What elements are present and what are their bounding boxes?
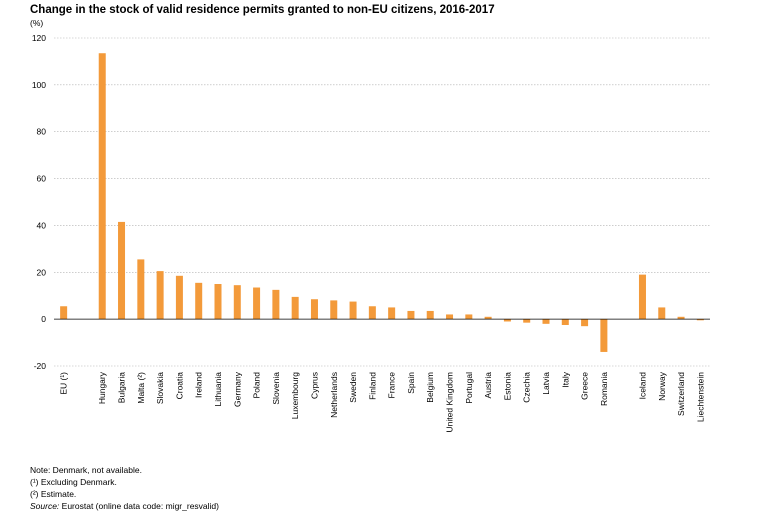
- y-tick-label: 0: [41, 314, 46, 324]
- bar: [272, 289, 280, 320]
- x-tick-label: Estonia: [502, 372, 512, 401]
- x-tick-label: Luxembourg: [290, 372, 300, 420]
- y-tick-label: 100: [32, 80, 46, 90]
- bar: [118, 221, 126, 320]
- x-tick-label: Finland: [367, 372, 377, 400]
- x-tick-label: Liechtenstein: [695, 372, 705, 422]
- x-tick-label: Greece: [580, 372, 590, 400]
- bar: [600, 319, 608, 352]
- bar: [253, 287, 261, 320]
- x-tick-label: Cyprus: [309, 372, 319, 399]
- x-tick-label: France: [387, 372, 397, 399]
- source-text: Eurostat (online data code: migr_resvali…: [59, 501, 219, 511]
- bar: [407, 310, 415, 320]
- x-tick-label: EU (¹): [59, 372, 69, 395]
- x-tick-label: Hungary: [97, 371, 107, 404]
- bars: [60, 53, 704, 352]
- x-tick-label: Latvia: [541, 372, 551, 395]
- x-tick-label: Malta (²): [136, 372, 146, 404]
- bar: [484, 316, 492, 320]
- bar: [638, 274, 646, 320]
- x-tick-label: Netherlands: [329, 372, 339, 418]
- bar: [465, 314, 473, 320]
- x-tick-label: Bulgaria: [117, 372, 127, 403]
- source-line: Source: Eurostat (online data code: migr…: [30, 500, 219, 512]
- x-tick-label: Portugal: [464, 372, 474, 404]
- note-line: (¹) Excluding Denmark.: [30, 477, 117, 487]
- bar: [696, 319, 704, 321]
- x-tick-label: Italy: [560, 371, 570, 387]
- x-tick-label: Slovenia: [271, 372, 281, 405]
- bar: [60, 306, 68, 320]
- bar: [388, 307, 396, 320]
- bar: [137, 259, 145, 320]
- notes: Note: Denmark, not available. (¹) Exclud…: [30, 464, 219, 512]
- bar: [677, 316, 685, 320]
- bar: [310, 299, 318, 320]
- bar: [581, 319, 589, 327]
- x-tick-labels: EU (¹) Hungary Bulgaria Malta (²) Slovakia Cr…: [59, 371, 706, 432]
- x-tick-label: Poland: [252, 372, 262, 399]
- bar: [156, 271, 164, 320]
- bar: [349, 301, 357, 320]
- note-line: (²) Estimate.: [30, 489, 77, 499]
- bar: [214, 284, 222, 320]
- bar: [330, 300, 338, 320]
- y-tick-labels: -20 0 20 40 60 80 100 120: [32, 33, 46, 371]
- y-axis-unit: (%): [30, 18, 44, 28]
- bar: [503, 319, 511, 322]
- x-tick-label: Lithuania: [213, 372, 223, 407]
- grid-lines: [54, 37, 710, 367]
- x-tick-label: Ireland: [194, 372, 204, 398]
- x-tick-label: Czechia: [522, 372, 532, 403]
- x-tick-label: Germany: [232, 371, 242, 407]
- y-tick-label: 120: [32, 33, 46, 43]
- bar: [542, 319, 550, 324]
- x-tick-label: Belgium: [425, 372, 435, 403]
- bar: [98, 53, 106, 320]
- bar: [291, 296, 299, 320]
- y-tick-label: -20: [34, 361, 47, 371]
- y-tick-label: 20: [37, 267, 47, 277]
- x-tick-label: Spain: [406, 372, 416, 394]
- bar: [233, 285, 241, 320]
- chart-title: Change in the stock of valid residence p…: [30, 4, 495, 16]
- bar: [658, 307, 666, 320]
- bar: [195, 282, 203, 320]
- x-tick-label: United Kingdom: [445, 372, 455, 432]
- x-tick-label: Slovakia: [155, 372, 165, 404]
- x-tick-label: Austria: [483, 372, 493, 399]
- x-tick-label: Sweden: [348, 372, 358, 403]
- x-tick-label: Croatia: [174, 372, 184, 400]
- note-line: Note: Denmark, not available.: [30, 465, 142, 475]
- x-tick-label: Switzerland: [676, 372, 686, 416]
- x-tick-label: Iceland: [637, 372, 647, 400]
- y-tick-label: 40: [37, 220, 47, 230]
- x-tick-label: Romania: [599, 372, 609, 406]
- bar: [175, 275, 183, 320]
- bar: [368, 306, 376, 320]
- y-tick-label: 60: [37, 174, 47, 184]
- source-label: Source:: [30, 501, 60, 511]
- bar-chart: -20 0 20 40 60 80 100 120 EU (¹) Hungary Bulgaria…: [32, 33, 710, 432]
- x-tick-label: Norway: [657, 371, 667, 401]
- bar: [446, 314, 454, 320]
- bar: [426, 310, 434, 320]
- bar: [523, 319, 531, 323]
- bar: [561, 319, 569, 325]
- y-tick-label: 80: [37, 127, 47, 137]
